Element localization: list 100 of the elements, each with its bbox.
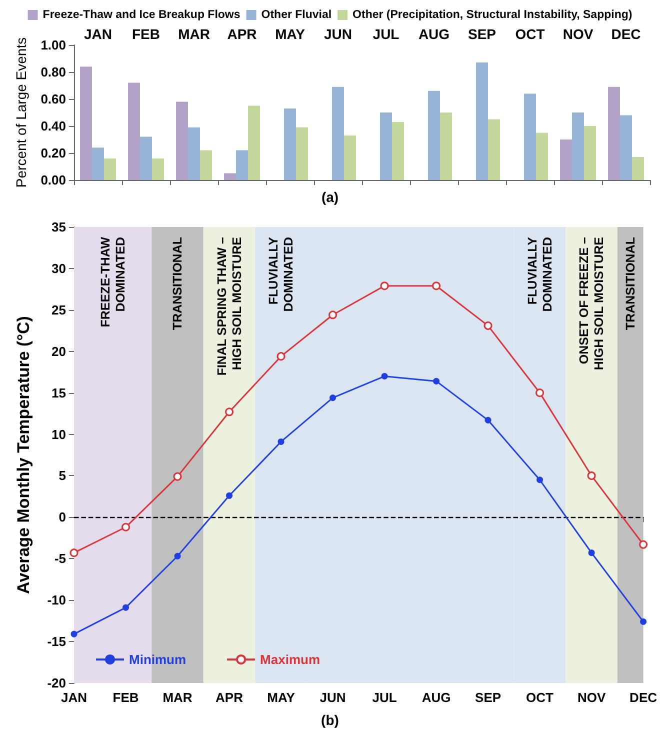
point: [536, 388, 544, 398]
bar: [476, 62, 488, 180]
bar: [584, 126, 596, 180]
x-tick-label: FEB: [132, 26, 160, 42]
legend-label: Minimum: [129, 652, 186, 667]
bar: [428, 90, 440, 180]
bar: [140, 136, 152, 180]
bar: [176, 102, 188, 180]
y-tick-label: 35: [52, 220, 66, 234]
bar: [560, 140, 572, 180]
y-tick-label: -5: [54, 551, 66, 566]
point: [484, 321, 492, 330]
point: [226, 492, 233, 499]
point: [640, 618, 647, 625]
point: [276, 352, 286, 361]
point: [433, 378, 440, 384]
y-tick-label: 0: [58, 510, 66, 525]
band-label: TRANSITIONAL: [623, 236, 638, 330]
bar: [188, 127, 200, 180]
bar: [488, 119, 500, 180]
bar: [248, 106, 260, 180]
bar: [608, 86, 620, 180]
y-tick-label: 0.20: [40, 146, 66, 160]
bar: [92, 148, 104, 180]
bar: [200, 150, 212, 180]
y-tick-label: 10: [52, 426, 66, 442]
bar: [80, 66, 92, 180]
x-tick-label: APR: [216, 690, 244, 705]
y-tick-label: 25: [52, 302, 66, 318]
x-tick-label: JUN: [320, 690, 346, 705]
x-tick-label: AUG: [418, 26, 450, 42]
legend-label: Freeze-Thaw and Ice Breakup Flows: [42, 9, 240, 21]
point: [380, 282, 389, 290]
y-tick-label: 20: [52, 344, 66, 359]
point: [122, 522, 130, 532]
x-tick-label: NOV: [562, 26, 594, 42]
bar: [620, 115, 632, 180]
x-tick-label: DEC: [630, 690, 658, 705]
x-tick-label: JUL: [372, 26, 400, 42]
bar: [632, 157, 644, 180]
point: [174, 552, 181, 560]
bar: [152, 158, 164, 180]
point: [278, 438, 284, 445]
point: [587, 471, 596, 480]
bar: [440, 112, 452, 180]
y-tick-label: 1.00: [40, 38, 66, 52]
x-tick-label: MAY: [275, 26, 306, 42]
bar: [104, 158, 116, 180]
x-tick-label: OCT: [515, 26, 546, 42]
band-label: FLUVIALLY DOMINATED: [266, 236, 296, 312]
y-tick-label: 0.40: [40, 118, 66, 134]
y-tick-label: 0.60: [40, 92, 66, 106]
x-tick-label: MAR: [178, 26, 210, 42]
legend-label: Other Fluvial: [261, 9, 332, 21]
point: [328, 310, 338, 320]
band-label: TRANSITIONAL: [170, 236, 185, 330]
bar: [536, 132, 548, 180]
y-tick-label: 0.80: [40, 64, 66, 80]
band-label: ONSET OF FREEZE – HIGH SOIL MOISTURE: [577, 236, 606, 370]
bar: [572, 112, 584, 180]
y-tick-label: 30: [52, 260, 66, 276]
x-tick-label: JUL: [372, 690, 397, 705]
y-tick-label: -15: [47, 634, 66, 650]
band-label: FINAL SPRING THAW – HIGH SOIL MOISTURE: [214, 236, 244, 376]
x-tick-label: JAN: [60, 690, 88, 705]
y-tick-label: 5: [58, 468, 66, 484]
bar: [392, 122, 404, 180]
x-tick-label: DEC: [611, 26, 641, 42]
x-tick-label: MAY: [267, 690, 296, 705]
point: [588, 550, 595, 556]
x-tick-label: JAN: [84, 26, 112, 42]
y-tick-label: 15: [52, 385, 66, 400]
point: [639, 540, 648, 549]
bar: [524, 94, 536, 180]
x-tick-label: APR: [227, 26, 257, 42]
point: [484, 416, 492, 424]
x-tick-label: SEP: [468, 26, 496, 42]
band-label: FLUVIALLY DOMINATED: [525, 236, 554, 312]
bar: [332, 86, 344, 180]
y-tick-label: -20: [47, 676, 66, 690]
y-tick-label: 0.00: [40, 172, 66, 188]
y-axis-title: Average Monthly Temperature (°C): [14, 316, 33, 594]
x-tick-label: JUN: [324, 26, 352, 42]
y-tick-label: -10: [47, 592, 66, 608]
bar: [344, 135, 356, 180]
band-label: FREEZE-THAW DOMINATED: [98, 236, 128, 328]
bar: [380, 112, 392, 180]
text: (b): [321, 712, 339, 728]
x-tick-label: MAR: [162, 690, 193, 705]
text: (a): [321, 189, 339, 205]
point: [70, 548, 78, 558]
legend-label: Other (Precipitation, Structural Instability, Sapping): [352, 9, 632, 21]
point: [225, 408, 234, 416]
point: [381, 372, 388, 380]
x-tick-label: AUG: [422, 690, 451, 705]
point: [432, 282, 441, 290]
y-axis-title: Percent of Large Events: [13, 37, 29, 188]
bar: [284, 108, 296, 180]
x-tick-label: SEP: [475, 690, 502, 705]
point: [122, 604, 129, 611]
